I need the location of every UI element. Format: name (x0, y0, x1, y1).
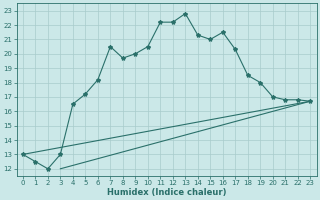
X-axis label: Humidex (Indice chaleur): Humidex (Indice chaleur) (107, 188, 226, 197)
